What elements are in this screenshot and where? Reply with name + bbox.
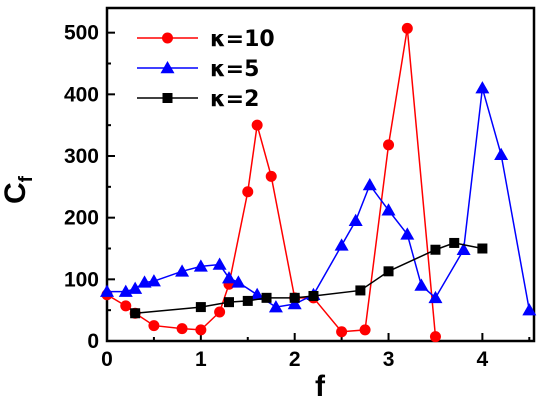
data-point [359,324,371,336]
data-point [336,326,348,338]
y-tick-label: 300 [64,145,99,168]
y-axis-title-subscript: f [16,175,37,182]
data-point [251,119,263,131]
data-point [428,290,443,304]
data-point [224,297,234,308]
data-point [195,324,207,336]
data-point [449,237,460,248]
x-tick-label: 2 [289,348,301,371]
data-point [430,244,441,255]
y-tick-label: 0 [87,330,99,353]
data-point [193,259,208,272]
data-point [214,306,226,318]
data-point [308,290,319,301]
legend-marker [160,61,175,74]
data-point [381,203,396,216]
legend-label: κ=5 [210,57,259,82]
data-point [383,139,395,151]
x-tick-label: 0 [101,348,113,371]
data-point [195,302,206,313]
data-point [242,295,253,306]
data-point [265,170,277,182]
legend-marker [162,32,173,44]
data-point [250,287,265,300]
data-point [268,300,283,313]
legend-item: κ=5 [137,57,259,82]
data-point [212,257,227,270]
data-point [128,281,143,294]
data-point [414,278,429,291]
data-point [429,331,441,343]
x-tick-label: 4 [477,348,489,371]
data-point [475,81,490,94]
series-line [107,87,531,311]
y-axis-title-main: C [0,182,32,204]
y-tick-label: 200 [64,207,99,230]
data-point [362,177,377,191]
data-point [242,186,254,198]
data-point [100,284,114,297]
data-point [146,274,161,287]
series-1 [100,81,537,316]
data-point [494,147,509,161]
legend-item: κ=10 [137,27,275,52]
legend-label: κ=2 [210,87,259,112]
data-point [383,266,394,277]
data-point [231,275,246,288]
legend-label: κ=10 [210,27,275,52]
data-point [261,292,272,303]
data-point [477,243,488,254]
data-point [120,300,132,312]
data-point [355,285,366,296]
data-point [456,242,471,255]
data-point [334,238,349,251]
data-point [130,308,141,319]
data-point [118,284,133,297]
axis-ticks [106,31,531,342]
y-tick-label: 500 [64,22,99,45]
data-point [348,213,363,226]
x-axis-title: f [315,370,326,403]
plot-frame [105,6,536,343]
data-point [148,320,160,332]
data-point [176,323,188,335]
y-axis-title: Cf [0,175,37,204]
x-tick-labels: 0 1 2 3 4 [101,348,488,371]
data-point [287,297,302,310]
data-point [400,227,415,240]
series-2 [130,237,488,319]
data-point [401,22,413,34]
legend: κ=10 κ=5 κ=2 [137,27,275,112]
series-layer [100,22,537,343]
x-tick-label: 1 [195,348,207,371]
y-tick-label: 400 [64,83,99,106]
data-point [222,271,236,284]
x-tick-label: 3 [383,348,395,371]
y-tick-label: 100 [64,268,99,291]
data-point [175,264,190,277]
data-point [289,292,300,303]
series-line [106,28,437,337]
legend-marker [162,93,173,103]
legend-item: κ=2 [137,87,259,112]
y-tick-labels: 0 100 200 300 400 500 [64,22,99,353]
data-point [522,303,537,316]
